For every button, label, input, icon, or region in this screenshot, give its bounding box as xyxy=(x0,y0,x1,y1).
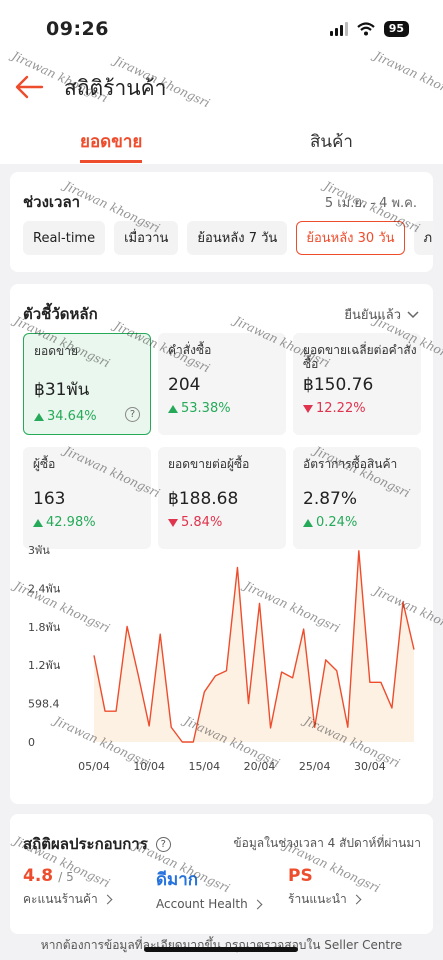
x-tick-label: 20/04 xyxy=(244,760,276,773)
help-icon[interactable]: ? xyxy=(125,407,140,422)
metric-label: ยอดขายเฉลี่ยต่อคำสั่งซื้อ xyxy=(303,343,417,371)
metric-change: 5.84% xyxy=(168,515,286,530)
performance-title: สถิติผลประกอบการ xyxy=(23,835,148,853)
y-tick-label: 1.2พัน xyxy=(28,659,61,672)
down-arrow-icon xyxy=(303,404,313,413)
verified-label: ยืนยันแล้ว xyxy=(344,308,401,323)
metric-value: ฿150.76 xyxy=(303,375,374,395)
metric-change-value: 12.22% xyxy=(316,401,366,416)
period-card: ช่วงเวลา 5 เม.ย. - 4 พ.ค. Real-time เมื่… xyxy=(10,172,433,272)
perf-account-health[interactable]: ดีมาก Account Health xyxy=(156,866,263,911)
back-arrow-icon[interactable] xyxy=(14,74,44,100)
metric-avg-order-value[interactable]: ยอดขายเฉลี่ยต่อคำสั่งซื้อ ฿150.76 12.22% xyxy=(293,333,421,435)
metric-label: ยอดขาย xyxy=(34,344,79,358)
metric-value: 163 xyxy=(33,489,66,509)
metric-label: ผู้ซื้อ xyxy=(33,457,56,471)
performance-label: สถิติผลประกอบการ ? xyxy=(23,832,171,856)
key-metrics-card: ตัวชี้วัดหลัก ยืนยันแล้ว ยอดขาย ฿31พัน 3… xyxy=(10,284,433,804)
x-tick-label: 30/04 xyxy=(354,760,386,773)
metric-change: 53.38% xyxy=(168,401,286,416)
page-header: สถิติร้านค้า ยอดขาย สินค้า xyxy=(0,58,443,164)
sales-area-fill xyxy=(94,550,414,742)
x-tick-label: 25/04 xyxy=(299,760,331,773)
up-arrow-icon xyxy=(33,518,43,527)
sales-trend-chart[interactable]: 3พัน 2.4พัน 1.8พัน 1.2พัน 598.4 0 05/04 10/04 15… xyxy=(10,542,433,792)
x-tick-label: 10/04 xyxy=(133,760,165,773)
tab-sales[interactable]: ยอดขาย xyxy=(80,132,143,152)
performance-note: ข้อมูลในช่วงเวลา 4 สัปดาห์ที่ผ่านมา xyxy=(233,836,421,850)
perf-shop-rating[interactable]: 4.8 / 5 คะแนนร้านค้า xyxy=(23,866,113,909)
metric-change: 42.98% xyxy=(33,515,151,530)
down-arrow-icon xyxy=(168,518,178,527)
metric-buyers[interactable]: ผู้ซื้อ 163 42.98% xyxy=(23,447,151,549)
perf-preferred-shop[interactable]: PS ร้านแนะนำ xyxy=(288,866,362,909)
metric-value: 2.87% xyxy=(303,489,358,509)
period-label: ช่วงเวลา xyxy=(23,193,81,211)
chip-within[interactable]: ภายใ xyxy=(413,221,433,255)
metric-change: 34.64% xyxy=(34,409,150,424)
page-title: สถิติร้านค้า xyxy=(64,76,167,100)
chevron-down-icon xyxy=(407,310,419,318)
up-arrow-icon xyxy=(34,412,44,421)
perf-label: คะแนนร้านค้า xyxy=(23,892,98,906)
signal-icon xyxy=(329,22,348,36)
performance-card: สถิติผลประกอบการ ? ข้อมูลในช่วงเวลา 4 สั… xyxy=(10,814,433,934)
metric-change-value: 0.24% xyxy=(316,515,358,530)
metric-value: ฿31พัน xyxy=(34,380,90,400)
metric-change-value: 5.84% xyxy=(181,515,223,530)
metric-orders[interactable]: คำสั่งซื้อ 204 53.38% xyxy=(158,333,286,435)
perf-label: ร้านแนะนำ xyxy=(288,892,347,906)
perf-label: Account Health xyxy=(156,897,248,911)
metric-value: 204 xyxy=(168,375,201,395)
footer-note: หากต้องการข้อมูลที่ละเอียดมากขึ้น กรุณาต… xyxy=(40,938,403,952)
y-tick-label: 1.8พัน xyxy=(28,621,61,634)
period-chips: Real-time เมื่อวาน ย้อนหลัง 7 วัน ย้อนหล… xyxy=(23,221,433,255)
chip-realtime[interactable]: Real-time xyxy=(23,221,106,255)
chevron-right-icon xyxy=(102,894,113,905)
y-tick-label: 598.4 xyxy=(28,698,60,711)
y-tick-label: 3พัน xyxy=(28,544,50,557)
x-tick-label: 15/04 xyxy=(188,760,220,773)
up-arrow-icon xyxy=(303,518,313,527)
chip-yesterday[interactable]: เมื่อวาน xyxy=(114,221,179,255)
metric-label: คำสั่งซื้อ xyxy=(168,343,212,357)
status-time: 09:26 xyxy=(46,18,109,40)
metric-change-value: 53.38% xyxy=(181,401,231,416)
help-icon[interactable]: ? xyxy=(155,836,171,852)
metric-value: ฿188.68 xyxy=(168,489,239,509)
metric-change-value: 42.98% xyxy=(46,515,96,530)
metric-change: 12.22% xyxy=(303,401,421,416)
x-tick-label: 05/04 xyxy=(78,760,110,773)
period-range: 5 เม.ย. - 4 พ.ค. xyxy=(324,196,417,211)
metric-sales[interactable]: ยอดขาย ฿31พัน 34.64% ? xyxy=(23,333,151,435)
chevron-right-icon xyxy=(351,894,362,905)
perf-value: ดีมาก xyxy=(156,870,199,890)
chip-last-7-days[interactable]: ย้อนหลัง 7 วัน xyxy=(187,221,288,255)
key-metrics-label: ตัวชี้วัดหลัก xyxy=(23,305,98,323)
metric-change: 0.24% xyxy=(303,515,421,530)
y-tick-label: 2.4พัน xyxy=(28,582,61,595)
perf-value: PS xyxy=(288,866,313,886)
active-tab-indicator xyxy=(80,160,142,163)
metric-change-value: 34.64% xyxy=(47,409,97,424)
battery-icon: 95 xyxy=(383,21,409,37)
home-indicator xyxy=(144,947,298,952)
tab-products[interactable]: สินค้า xyxy=(310,132,353,152)
y-tick-label: 0 xyxy=(28,736,35,749)
metric-label: อัตราการซื้อสินค้า xyxy=(303,457,398,471)
status-bar: 09:26 95 xyxy=(0,0,443,58)
metric-conversion-rate[interactable]: อัตราการซื้อสินค้า 2.87% 0.24% xyxy=(293,447,421,549)
chevron-right-icon xyxy=(252,899,263,909)
metric-label: ยอดขายต่อผู้ซื้อ xyxy=(168,457,250,471)
wifi-icon xyxy=(356,22,375,36)
perf-value: 4.8 xyxy=(23,866,54,886)
status-icons: 95 xyxy=(329,21,409,37)
verified-dropdown[interactable]: ยืนยันแล้ว xyxy=(344,304,419,325)
chip-last-30-days[interactable]: ย้อนหลัง 30 วัน xyxy=(296,221,405,255)
sales-line xyxy=(93,550,415,743)
perf-suffix: / 5 xyxy=(58,870,74,884)
metric-sales-per-buyer[interactable]: ยอดขายต่อผู้ซื้อ ฿188.68 5.84% xyxy=(158,447,286,549)
up-arrow-icon xyxy=(168,404,178,413)
